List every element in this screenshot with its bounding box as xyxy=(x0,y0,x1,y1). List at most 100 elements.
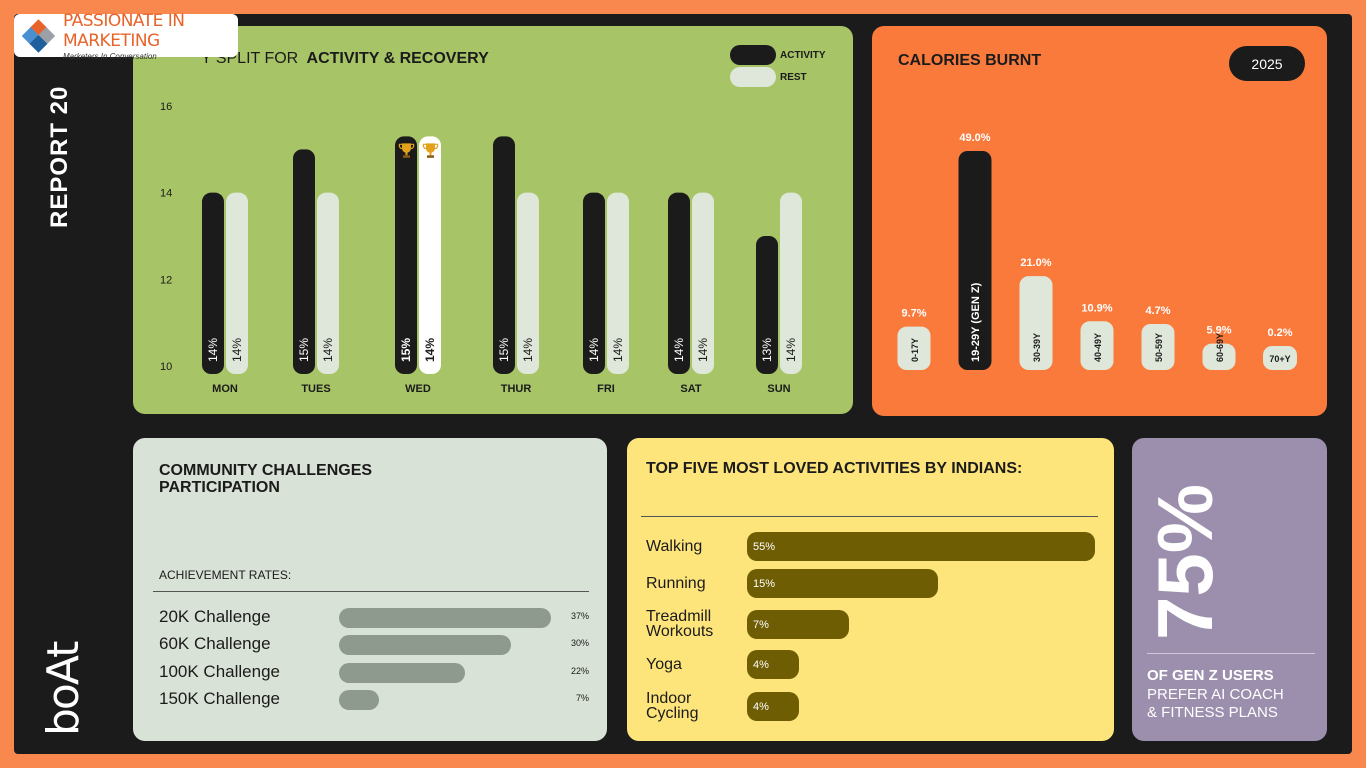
bar-value-label: 14% xyxy=(230,338,244,362)
divider xyxy=(641,516,1098,517)
calorie-bar-4 xyxy=(1141,324,1175,370)
calorie-value-label: 21.0% xyxy=(1020,257,1051,269)
bar-value-label: 13% xyxy=(760,338,774,362)
legend-label-rest: REST xyxy=(780,71,807,83)
top-activities-title: TOP FIVE MOST LOVED ACTIVITIES BY INDIAN… xyxy=(646,460,1023,477)
challenge-row: 100K Challenge 22% xyxy=(159,662,589,684)
bar-value-label: 14% xyxy=(611,338,625,362)
calorie-value-label: 0.2% xyxy=(1267,327,1292,339)
bar-value-label: 14% xyxy=(696,338,710,362)
y-tick-label: 14 xyxy=(160,188,172,200)
activity-bar: 7% xyxy=(747,610,849,639)
genz-stat-panel: 75% OF GEN Z USERS PREFER AI COACH & FIT… xyxy=(1132,438,1327,741)
x-tick-label: TUES xyxy=(301,383,330,395)
calorie-value-label: 10.9% xyxy=(1081,302,1112,314)
calorie-value-label: 49.0% xyxy=(959,132,990,144)
genz-lines-2-3: PREFER AI COACH & FITNESS PLANS xyxy=(1147,686,1284,721)
x-tick-label: MON xyxy=(212,383,238,395)
calorie-bar-3 xyxy=(1080,321,1114,370)
calorie-value-label: 5.9% xyxy=(1206,325,1231,337)
bar-value-label: 14% xyxy=(321,338,335,362)
calorie-bar-6 xyxy=(1263,346,1297,370)
activity-panel-title: Y SPLIT FOR ACTIVITY & RECOVERY xyxy=(201,50,489,67)
legend-swatch-rest xyxy=(730,67,776,87)
challenge-row: 20K Challenge 37% xyxy=(159,607,589,629)
activity-name: Running xyxy=(646,575,706,592)
legend-item-activity: ACTIVITY xyxy=(730,44,826,66)
activity-legend: ACTIVITY REST xyxy=(730,44,826,88)
calorie-category-label: 30-39Y xyxy=(1032,333,1042,362)
calorie-bar-2 xyxy=(1019,276,1053,370)
challenge-name: 100K Challenge xyxy=(159,662,280,681)
bar-value-label: 14% xyxy=(206,338,220,362)
challenge-pct: 7% xyxy=(575,693,589,703)
trophy-icon xyxy=(398,143,415,158)
challenge-name: 60K Challenge xyxy=(159,634,271,653)
calorie-bar-1 xyxy=(958,151,992,370)
calorie-bar-5 xyxy=(1202,343,1236,370)
challenge-bar xyxy=(339,663,465,683)
challenge-pct: 30% xyxy=(570,638,589,648)
calories-bar-chart: 9.7% 0-17Y 49.0% 19-29Y (GEN Z) 21.0% 30-39Y 1… xyxy=(897,132,1297,370)
challenge-row: 150K Challenge 7% xyxy=(159,689,589,711)
year-selector[interactable]: 2025 xyxy=(1229,46,1305,81)
report-side-title: REPORT 20 xyxy=(46,85,73,228)
x-tick-label: SAT xyxy=(680,383,701,395)
challenge-row: 60K Challenge 30% xyxy=(159,634,589,656)
activity-name: Walking xyxy=(646,538,703,555)
calorie-category-label: 70+Y xyxy=(1269,354,1290,364)
bar-value-label: 15% xyxy=(399,338,413,362)
bar-rest-sun xyxy=(780,192,802,374)
challenge-name: 20K Challenge xyxy=(159,607,271,626)
watermark-title: PASSIONATE IN MARKETING xyxy=(62,10,185,51)
genz-big-value: 75% xyxy=(1141,483,1229,640)
activity-bar: 55% xyxy=(747,532,1095,561)
bar-rest-wed xyxy=(419,136,441,374)
bar-activity-sun xyxy=(756,236,778,374)
bar-rest-mon xyxy=(226,192,248,374)
activity-bar-chart: 10 12 14 16 14% 14% MON 15% 14% TUES 15% 14% WED 15% 1… xyxy=(160,101,802,395)
bar-value-label: 15% xyxy=(497,338,511,362)
activity-bar: 15% xyxy=(747,569,938,598)
challenge-pct: 22% xyxy=(570,666,589,676)
legend-swatch-activity xyxy=(730,45,776,65)
puzzle-logo-icon xyxy=(22,18,55,53)
watermark-logo: PASSIONATE IN MARKETING Marketers In Con… xyxy=(14,10,238,61)
genz-line-1: OF GEN Z USERS xyxy=(1147,667,1274,684)
x-tick-label: THUR xyxy=(501,383,532,395)
bar-activity-fri xyxy=(583,192,605,374)
achievement-rates-label: ACHIEVEMENT RATES: xyxy=(159,568,292,582)
divider xyxy=(153,591,589,592)
challenge-pct: 37% xyxy=(570,611,589,621)
y-tick-label: 10 xyxy=(160,361,172,373)
trophy-icon xyxy=(422,143,439,158)
bar-value-label: 14% xyxy=(784,338,798,362)
bar-value-label: 14% xyxy=(672,338,686,362)
activity-recovery-panel: Y SPLIT FOR ACTIVITY & RECOVERY ACTIVITY… xyxy=(133,26,853,414)
bar-rest-sat xyxy=(692,192,714,374)
legend-label-activity: ACTIVITY xyxy=(780,49,826,61)
bar-value-label: 14% xyxy=(521,338,535,362)
activity-name: Yoga xyxy=(646,656,682,673)
x-tick-label: WED xyxy=(405,383,431,395)
bar-value-label: 14% xyxy=(423,338,437,362)
challenge-bar xyxy=(339,690,379,710)
bar-value-label: 14% xyxy=(587,338,601,362)
divider xyxy=(1147,653,1315,654)
bar-rest-thur xyxy=(517,192,539,374)
calories-burnt-panel: CALORIES BURNT 2025 9.7% 0-17Y 49.0% 19-29Y… xyxy=(872,26,1327,416)
community-title: COMMUNITY CHALLENGES PARTICIPATION xyxy=(159,462,373,496)
activity-bar: 4% xyxy=(747,692,799,721)
calorie-category-label: 50-59Y xyxy=(1154,333,1164,362)
boat-logo: boAt xyxy=(38,642,89,736)
bar-activity-mon xyxy=(202,192,224,374)
bar-rest-tues xyxy=(317,192,339,374)
x-tick-label: SUN xyxy=(767,383,790,395)
community-challenges-panel: COMMUNITY CHALLENGES PARTICIPATION ACHIE… xyxy=(133,438,607,741)
y-tick-label: 12 xyxy=(160,274,172,286)
calorie-category-label: 19-29Y (GEN Z) xyxy=(970,282,982,362)
bar-value-label: 15% xyxy=(297,338,311,362)
challenge-name: 150K Challenge xyxy=(159,689,280,708)
challenge-bar xyxy=(339,635,511,655)
calories-title: CALORIES BURNT xyxy=(898,52,1042,69)
